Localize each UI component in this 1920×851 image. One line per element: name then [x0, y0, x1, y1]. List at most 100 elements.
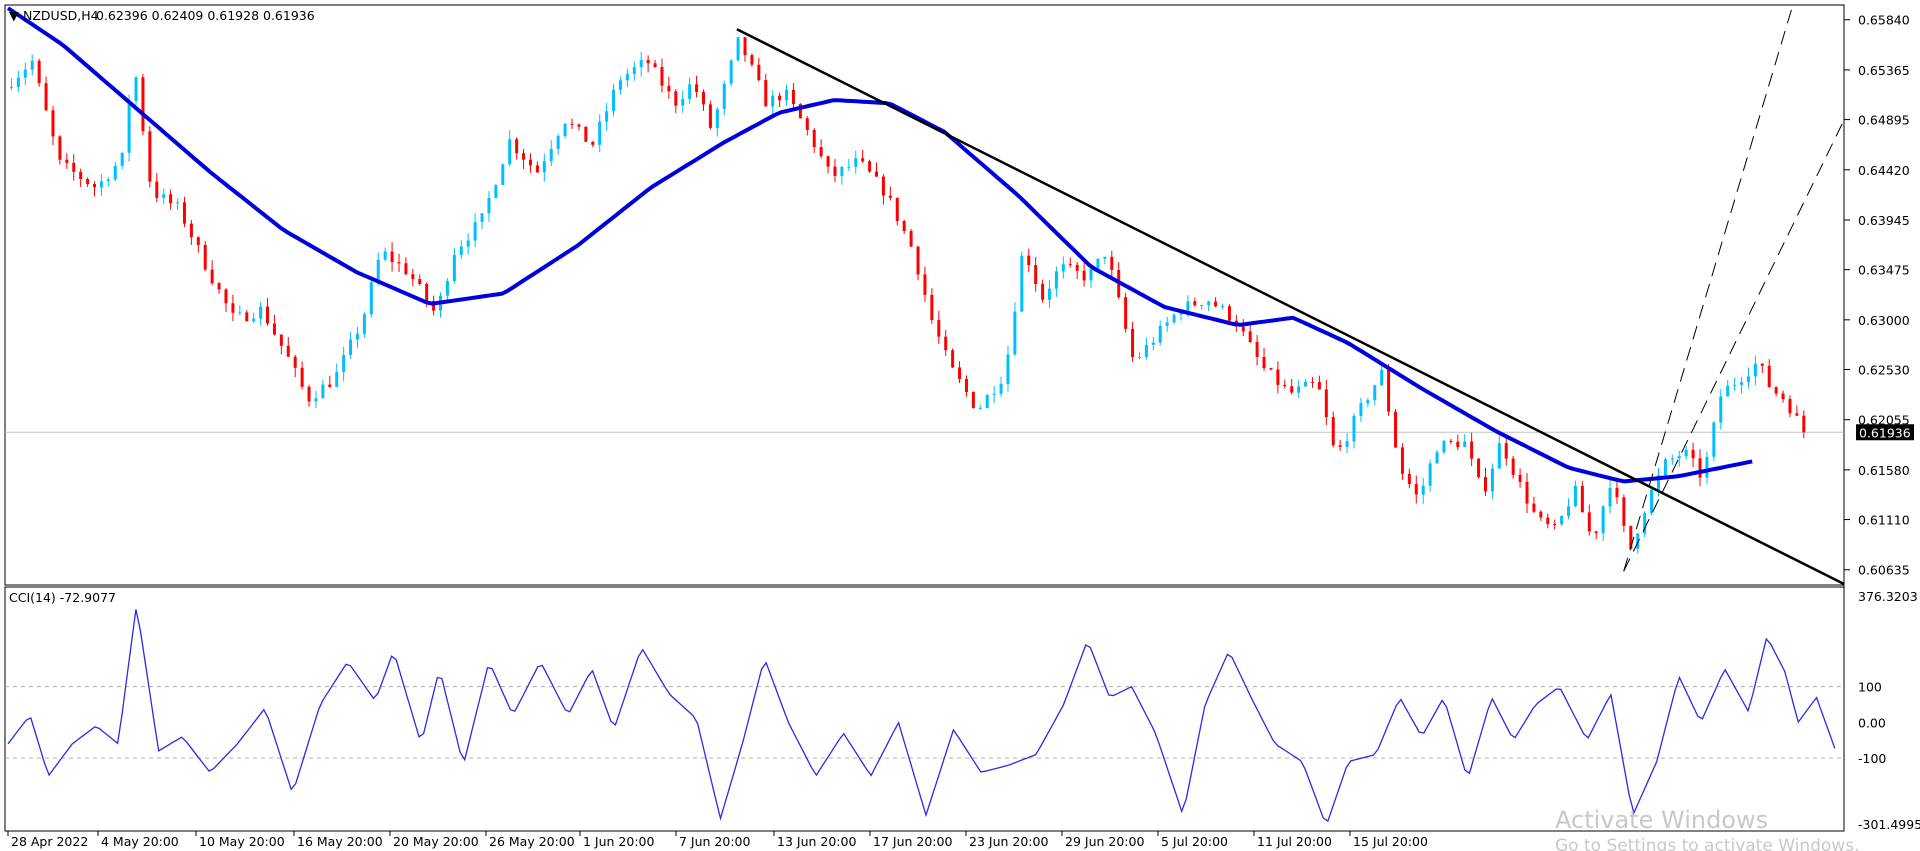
- candle-body: [916, 246, 920, 275]
- candle-body: [1629, 525, 1633, 549]
- candle-body: [127, 100, 131, 153]
- candle-body: [1248, 331, 1252, 343]
- candle-body: [1726, 385, 1730, 397]
- candle-body: [328, 384, 332, 387]
- candle-body: [189, 223, 193, 238]
- candle-body: [1677, 456, 1681, 459]
- candle-body: [695, 84, 699, 92]
- candle-body: [134, 77, 138, 101]
- candle-body: [1740, 382, 1744, 385]
- candle-body: [1096, 258, 1100, 269]
- candle-body: [736, 37, 740, 61]
- candle-body: [487, 197, 491, 214]
- cci-tick-label: 376.3203: [1858, 589, 1918, 604]
- candle-body: [971, 391, 975, 408]
- price-tick-label: 0.64895: [1858, 113, 1910, 128]
- candle-body: [1400, 447, 1404, 474]
- cci-pane[interactable]: [4, 586, 1845, 832]
- candle-body: [1587, 512, 1591, 532]
- candle-body: [1034, 265, 1038, 284]
- candle-body: [847, 166, 851, 168]
- time-tick-label: 1 Jun 20:00: [583, 834, 655, 849]
- candle-body: [639, 59, 643, 68]
- candle-body: [99, 181, 103, 188]
- candle-body: [1269, 368, 1273, 370]
- candle-body: [397, 262, 401, 264]
- candle-body: [1124, 297, 1128, 329]
- candle-body: [1463, 441, 1467, 448]
- candle-body: [466, 240, 470, 247]
- time-tick-label: 28 Apr 2022: [11, 834, 88, 849]
- candle-body: [1414, 484, 1418, 495]
- channel-upper-line[interactable]: [1623, 2, 1794, 572]
- candle-body: [750, 55, 754, 65]
- time-axis: 28 Apr 2022 4 May 20:00 10 May 20:00 16 May…: [7, 831, 1428, 849]
- candle-body: [1158, 325, 1162, 343]
- candle-body: [598, 121, 602, 145]
- candle-body: [1656, 475, 1660, 490]
- cci-tick-label: 0.00: [1858, 715, 1886, 730]
- candle-body: [1110, 256, 1114, 270]
- candle-body: [1788, 399, 1792, 414]
- candle-body: [120, 152, 124, 166]
- candle-body: [16, 77, 20, 88]
- candle-body: [985, 394, 989, 408]
- candle-body: [1193, 301, 1197, 306]
- candle-body: [515, 139, 519, 154]
- candle-body: [556, 136, 560, 149]
- candle-body: [1262, 357, 1266, 369]
- candle-body: [1525, 481, 1529, 504]
- time-tick-label: 13 Jun 20:00: [777, 834, 856, 849]
- candle-body: [1421, 485, 1425, 495]
- candle-body: [231, 303, 235, 313]
- candle-body: [224, 289, 228, 304]
- candle-body: [1650, 489, 1654, 514]
- candle-body: [1207, 301, 1211, 306]
- cci-line: [7, 609, 1836, 823]
- candle-body: [992, 393, 996, 395]
- candle-body: [113, 165, 117, 180]
- candle-body: [1504, 443, 1508, 459]
- candle-body: [169, 194, 173, 204]
- candle-body: [1483, 477, 1487, 492]
- candle-body: [176, 202, 180, 204]
- candle-body: [349, 339, 353, 355]
- candle-body: [1041, 283, 1045, 300]
- time-tick-label: 5 Jul 20:00: [1161, 834, 1228, 849]
- candle-body: [951, 350, 955, 368]
- candle-body: [383, 251, 387, 260]
- channel-lower-line[interactable]: [1623, 119, 1845, 572]
- candle-body: [473, 221, 477, 241]
- candle-body: [1006, 354, 1010, 384]
- candle-body: [79, 171, 83, 179]
- candle-body: [1719, 396, 1723, 423]
- candle-body: [632, 67, 636, 74]
- candle-body: [1601, 506, 1605, 534]
- watermark-title: Activate Windows: [1555, 806, 1768, 834]
- candle-body: [1027, 255, 1031, 266]
- candle-body: [1061, 264, 1065, 272]
- candle-body: [404, 263, 408, 275]
- candle-body: [1428, 463, 1432, 486]
- price-axis: 0.65840 0.65365 0.64895 0.64420 0.63945 0.634…: [1844, 13, 1910, 578]
- candle-body: [1394, 411, 1398, 448]
- candle-body: [743, 37, 747, 56]
- candle-body: [1760, 363, 1764, 366]
- candle-body: [1781, 393, 1785, 400]
- candle-body: [1753, 363, 1757, 377]
- candle-body: [293, 356, 297, 368]
- candle-body: [459, 246, 463, 255]
- candle-body: [570, 123, 574, 125]
- candle-body: [141, 77, 145, 132]
- candle-body: [528, 159, 532, 166]
- cci-tick-label: -301.4995: [1858, 817, 1920, 832]
- chart-menu-arrow-icon[interactable]: ▼: [9, 8, 19, 23]
- candle-body: [162, 194, 166, 198]
- price-tick-label: 0.65365: [1858, 63, 1910, 78]
- candle-body: [1013, 311, 1017, 355]
- downtrend-line[interactable]: [736, 28, 1845, 586]
- candle-body: [826, 156, 830, 167]
- candle-body: [1366, 400, 1370, 404]
- candle-body: [1795, 413, 1799, 416]
